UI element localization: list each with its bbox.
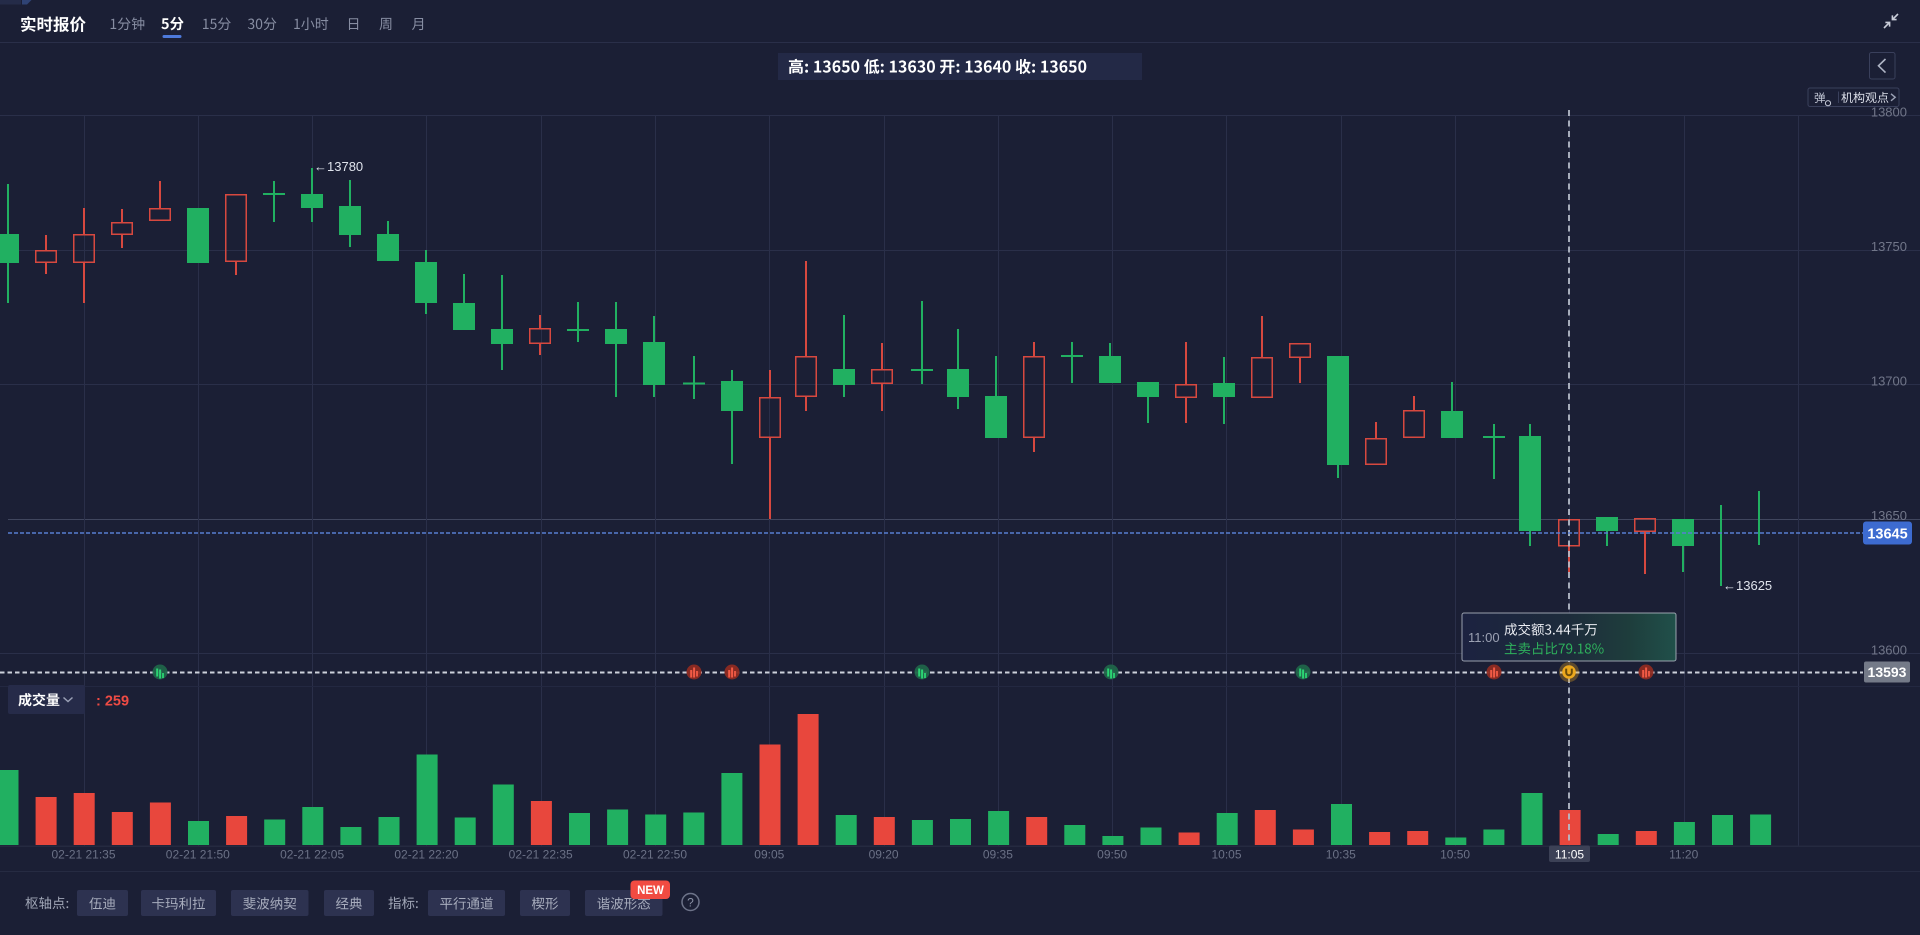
svg-text:09:35: 09:35 — [983, 848, 1013, 862]
svg-text:02-21 21:50: 02-21 21:50 — [166, 848, 230, 862]
svg-text:10:05: 10:05 — [1211, 848, 1241, 862]
svg-text:10:50: 10:50 — [1440, 848, 1470, 862]
svg-text:13645: 13645 — [1867, 527, 1907, 543]
svg-text:: 259: : 259 — [96, 694, 129, 710]
svg-text:10:35: 10:35 — [1326, 848, 1356, 862]
svg-text:11:00: 11:00 — [1468, 630, 1500, 645]
svg-text:13700: 13700 — [1871, 374, 1907, 389]
svg-text:09:05: 09:05 — [754, 848, 784, 862]
svg-text:02-21 22:50: 02-21 22:50 — [623, 848, 687, 862]
svg-text:←13625: ←13625 — [1723, 578, 1772, 593]
svg-text:?: ? — [687, 896, 694, 910]
svg-text:13800: 13800 — [1871, 105, 1907, 120]
svg-text:13593: 13593 — [1868, 664, 1907, 680]
svg-text:←13780: ←13780 — [314, 159, 363, 174]
svg-text:NEW: NEW — [637, 885, 664, 897]
svg-text:02-21 21:35: 02-21 21:35 — [51, 848, 115, 862]
svg-text:13750: 13750 — [1871, 239, 1907, 254]
svg-text:13650: 13650 — [1871, 508, 1907, 523]
svg-text:11:05: 11:05 — [1555, 848, 1584, 862]
svg-text:09:50: 09:50 — [1097, 848, 1127, 862]
svg-text:13600: 13600 — [1871, 643, 1907, 658]
svg-text:02-21 22:20: 02-21 22:20 — [394, 848, 458, 862]
svg-text:09:20: 09:20 — [869, 848, 899, 862]
svg-text:02-21 22:35: 02-21 22:35 — [509, 848, 573, 862]
svg-text:02-21 22:05: 02-21 22:05 — [280, 848, 344, 862]
svg-text:11:20: 11:20 — [1669, 848, 1698, 862]
